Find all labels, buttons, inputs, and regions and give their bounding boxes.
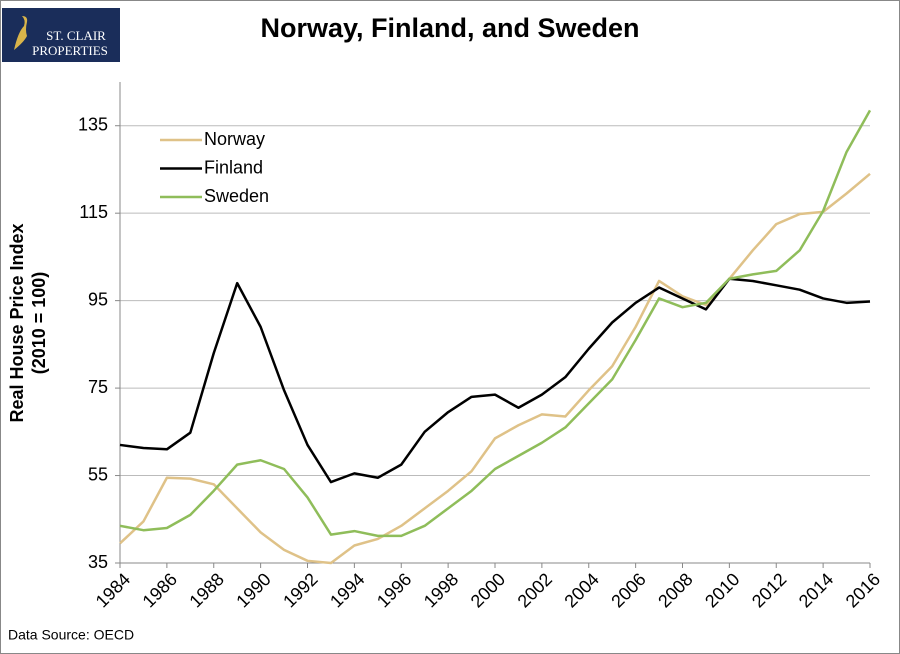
y-tick-label: 95 [88,289,108,309]
y-axis-label: Real House Price Index [7,223,27,422]
series-line [119,172,871,565]
series-line [119,277,871,484]
legend-label: Finland [204,157,263,177]
logo-bird [14,16,28,50]
footer: Data Source: OECD [8,627,134,643]
y-axis-label: (2010 = 100) [29,272,49,375]
legend-label: Norway [204,129,265,149]
chart-title: Norway, Finland, and Sweden [260,13,639,43]
series-line [119,109,872,538]
y-tick-label: 75 [88,377,108,397]
y-tick-label: 35 [88,552,108,572]
logo-text: ST. CLAIR [46,28,106,43]
y-tick-label: 115 [79,202,108,222]
legend-label: Sweden [204,186,269,206]
logo-text: PROPERTIES [32,43,108,58]
y-tick-label: 55 [88,464,108,484]
y-tick-label: 135 [78,114,108,134]
